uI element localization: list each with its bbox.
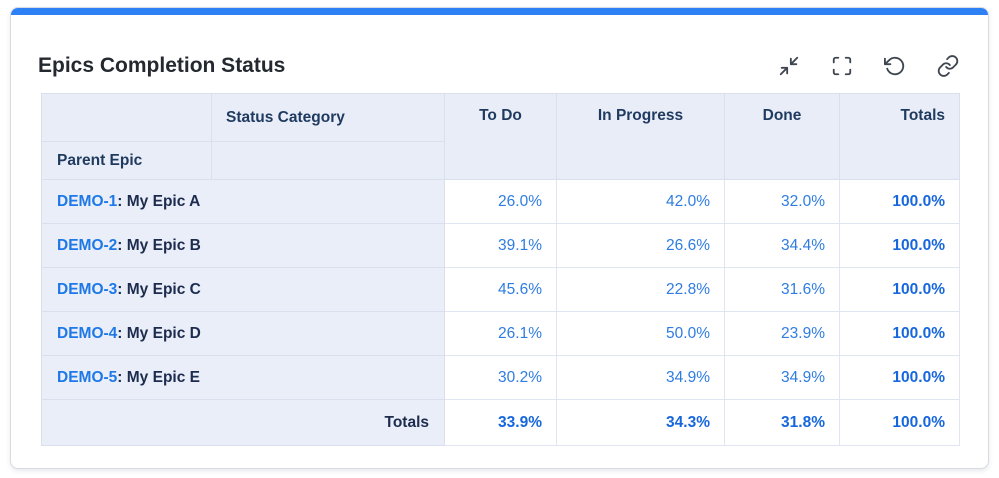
fullscreen-icon	[832, 56, 852, 76]
epics-completion-card: Epics Completion Status	[10, 7, 989, 469]
table-header: Status Category To Do In Progress Done T…	[41, 93, 960, 180]
column-header-done: Done	[724, 93, 840, 180]
epic-name: : My Epic B	[117, 236, 201, 254]
totals-value-cell: 31.8%	[724, 399, 840, 446]
empty-header-cell	[211, 141, 445, 180]
reset-button[interactable]	[883, 54, 907, 78]
card-header: Epics Completion Status	[11, 15, 988, 93]
epic-row-label: DEMO-5: My Epic E	[41, 355, 445, 400]
epic-row-label: DEMO-3: My Epic C	[41, 267, 445, 312]
card-accent-bar	[11, 8, 988, 15]
table-row: DEMO-3: My Epic C 45.6% 22.8% 31.6% 100.0%	[41, 267, 960, 312]
value-cell: 100.0%	[839, 267, 960, 312]
card-toolbar	[777, 54, 960, 78]
totals-value-cell: 33.9%	[444, 399, 557, 446]
value-cell: 34.9%	[724, 355, 840, 400]
table-body: DEMO-1: My Epic A 26.0% 42.0% 32.0% 100.0% DE…	[41, 179, 960, 400]
value-cell: 34.9%	[556, 355, 725, 400]
epic-key-link[interactable]: DEMO-3	[57, 280, 118, 298]
value-cell: 26.1%	[444, 311, 557, 356]
link-button[interactable]	[936, 54, 960, 78]
epic-row-label: DEMO-1: My Epic A	[41, 179, 445, 224]
column-header-in-progress: In Progress	[556, 93, 725, 180]
collapse-button[interactable]	[777, 54, 801, 78]
epic-key-link[interactable]: DEMO-4	[57, 324, 118, 342]
value-cell: 42.0%	[556, 179, 725, 224]
epic-name: : My Epic D	[117, 324, 201, 342]
table-row: DEMO-4: My Epic D 26.1% 50.0% 23.9% 100.0%	[41, 311, 960, 356]
row-dimension-header: Parent Epic	[41, 141, 212, 180]
value-cell: 100.0%	[839, 179, 960, 224]
value-cell: 100.0%	[839, 311, 960, 356]
epic-key-link[interactable]: DEMO-5	[57, 368, 118, 386]
totals-row: Totals 33.9% 34.3% 31.8% 100.0%	[41, 399, 960, 446]
value-cell: 26.6%	[556, 223, 725, 268]
column-dimension-header: Status Category	[211, 93, 445, 142]
totals-row-label: Totals	[41, 399, 445, 446]
collapse-icon	[779, 56, 799, 76]
fullscreen-button[interactable]	[830, 54, 854, 78]
value-cell: 34.4%	[724, 223, 840, 268]
value-cell: 50.0%	[556, 311, 725, 356]
column-header-todo: To Do	[444, 93, 557, 180]
value-cell: 39.1%	[444, 223, 557, 268]
table-row: DEMO-1: My Epic A 26.0% 42.0% 32.0% 100.0%	[41, 179, 960, 224]
value-cell: 45.6%	[444, 267, 557, 312]
epic-row-label: DEMO-2: My Epic B	[41, 223, 445, 268]
page-title: Epics Completion Status	[38, 54, 286, 77]
epic-name: : My Epic E	[117, 368, 200, 386]
totals-value-cell: 34.3%	[556, 399, 725, 446]
value-cell: 31.6%	[724, 267, 840, 312]
value-cell: 26.0%	[444, 179, 557, 224]
value-cell: 30.2%	[444, 355, 557, 400]
value-cell: 100.0%	[839, 223, 960, 268]
epics-pivot-table: Status Category To Do In Progress Done T…	[41, 93, 960, 446]
value-cell: 23.9%	[724, 311, 840, 356]
column-header-totals: Totals	[839, 93, 960, 180]
epic-key-link[interactable]: DEMO-1	[57, 192, 118, 210]
epic-row-label: DEMO-4: My Epic D	[41, 311, 445, 356]
epic-key-link[interactable]: DEMO-2	[57, 236, 118, 254]
value-cell: 32.0%	[724, 179, 840, 224]
table-row: DEMO-2: My Epic B 39.1% 26.6% 34.4% 100.0%	[41, 223, 960, 268]
table-row: DEMO-5: My Epic E 30.2% 34.9% 34.9% 100.0%	[41, 355, 960, 400]
value-cell: 22.8%	[556, 267, 725, 312]
link-icon	[937, 55, 959, 77]
epic-name: : My Epic C	[117, 280, 201, 298]
value-cell: 100.0%	[839, 355, 960, 400]
reset-icon	[884, 56, 905, 76]
totals-value-cell: 100.0%	[839, 399, 960, 446]
corner-cell	[41, 93, 212, 142]
epic-name: : My Epic A	[117, 192, 201, 210]
table-footer: Totals 33.9% 34.3% 31.8% 100.0%	[41, 399, 960, 446]
